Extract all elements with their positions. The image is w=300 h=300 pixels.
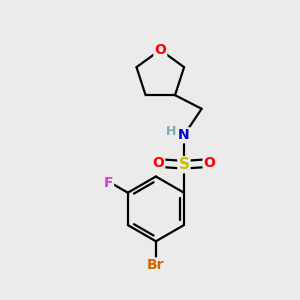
Text: O: O [152,156,164,170]
Text: N: N [178,128,190,142]
Text: O: O [154,43,166,57]
Text: O: O [204,156,215,170]
Text: H: H [166,125,176,138]
Text: Br: Br [147,258,165,272]
Text: S: S [178,157,189,172]
Text: F: F [103,176,113,190]
